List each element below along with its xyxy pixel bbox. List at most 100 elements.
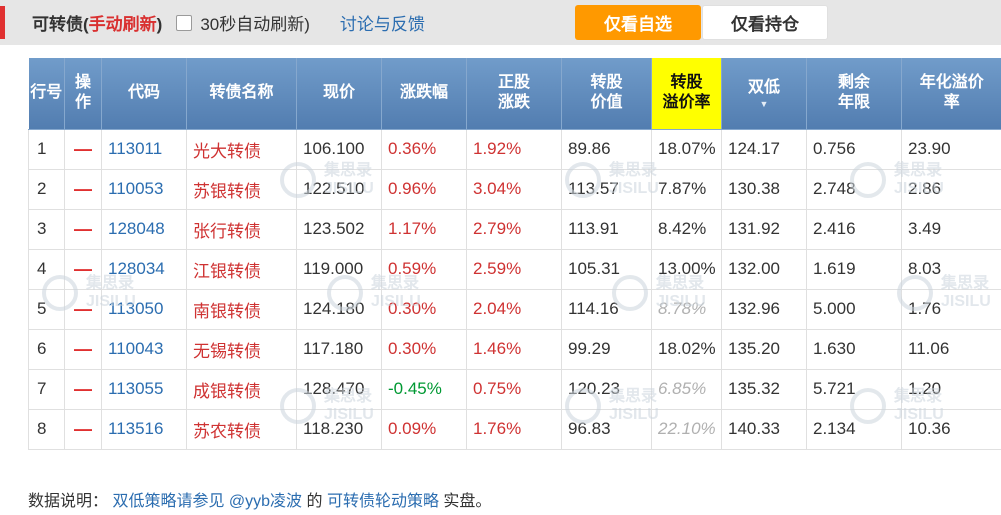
footer-link[interactable]: 双低策略请参见 [112,493,229,510]
bond-name-link[interactable]: 无锡转债 [186,328,297,370]
table-row: 3 — 128048 张行转债 123.502 1.17% 2.79% 113.… [28,208,1001,250]
bond-code-link[interactable]: 110043 [101,328,187,370]
auto-refresh-checkbox[interactable] [176,14,193,31]
remove-cell[interactable]: — [64,408,102,450]
annualized-premium: 23.90 [901,128,1001,170]
remove-cell[interactable]: — [64,288,102,330]
price-change: 1.17% [381,208,467,250]
remaining-years: 5.000 [806,288,902,330]
current-price: 119.000 [296,248,382,290]
header-remaining-years[interactable]: 剩余 年限 [806,58,902,130]
bond-code-link[interactable]: 110053 [101,168,187,210]
header-current-price[interactable]: 现价 [296,58,382,130]
header-row-no[interactable]: 行号 [28,58,65,130]
price-change: 0.36% [381,128,467,170]
header-annual-l1: 年化溢价 [919,74,984,92]
remove-icon[interactable]: — [74,178,92,199]
remove-cell[interactable]: — [64,328,102,370]
conversion-value: 96.83 [561,408,652,450]
footer-link[interactable]: @yyb凌波 [228,493,303,510]
bond-name-link[interactable]: 张行转债 [186,208,297,250]
annualized-premium: 8.03 [901,248,1001,290]
current-price: 123.502 [296,208,382,250]
premium-rate: 8.78% [651,288,722,330]
remove-icon[interactable]: — [74,218,92,239]
convertible-bond-table: 行号 操作 代码 转债名称 现价 涨跌幅 正股 涨跌 转股 价值 转股溢价率 双低 ▼… [28,58,1001,450]
bond-code-link[interactable]: 128048 [101,208,187,250]
view-filter-buttons: 仅看自选 仅看持仓 [575,5,828,40]
footer-link[interactable]: 可转债轮动策略 [326,493,439,510]
bond-name-link[interactable]: 江银转债 [186,248,297,290]
double-low-value: 135.20 [721,328,807,370]
stock-change: 1.76% [466,408,562,450]
annualized-premium: 10.36 [901,408,1001,450]
remove-icon[interactable]: — [74,418,92,439]
header-change-label: 涨跌幅 [399,84,448,102]
remove-icon[interactable]: — [74,338,92,359]
remove-icon[interactable]: — [74,258,92,279]
manual-refresh-link[interactable]: 手动刷新 [88,15,157,34]
bond-name-link[interactable]: 苏农转债 [186,408,297,450]
conversion-value: 89.86 [561,128,652,170]
price-change: 0.30% [381,328,467,370]
header-stock-change[interactable]: 正股 涨跌 [466,58,562,130]
header-double-low[interactable]: 双低 ▼ [721,58,807,130]
premium-rate: 6.85% [651,368,722,410]
remove-icon[interactable]: — [74,378,92,399]
row-number: 2 [28,168,65,210]
remove-cell[interactable]: — [64,208,102,250]
bond-name-link[interactable]: 南银转债 [186,288,297,330]
conversion-value: 113.91 [561,208,652,250]
bond-code-link[interactable]: 113011 [101,128,187,170]
header-annualized-premium[interactable]: 年化溢价率 [901,58,1001,130]
bond-name-link[interactable]: 苏银转债 [186,168,297,210]
remove-icon[interactable]: — [74,138,92,159]
annualized-premium: 2.86 [901,168,1001,210]
header-name-label: 转债名称 [209,84,274,102]
remove-cell[interactable]: — [64,168,102,210]
bond-code-link[interactable]: 113516 [101,408,187,450]
remove-cell[interactable]: — [64,128,102,170]
bond-code-link[interactable]: 113050 [101,288,187,330]
premium-rate: 18.07% [651,128,722,170]
header-code[interactable]: 代码 [101,58,187,130]
only-holdings-button[interactable]: 仅看持仓 [702,5,828,40]
double-low-value: 140.33 [721,408,807,450]
header-operation: 操作 [64,58,102,130]
conversion-value: 105.31 [561,248,652,290]
annualized-premium: 11.06 [901,328,1001,370]
header-premium-rate[interactable]: 转股 溢价率 [651,58,722,130]
footer-text: 数据说明： [28,493,113,510]
feedback-link[interactable]: 讨论与反馈 [339,15,425,34]
header-conv-value-l2: 价值 [590,94,623,112]
premium-rate: 22.10% [651,408,722,450]
header-stock-change-l1: 正股 [497,74,530,92]
bond-name-link[interactable]: 光大转债 [186,128,297,170]
conversion-value: 99.29 [561,328,652,370]
row-number: 6 [28,328,65,370]
price-change: 0.30% [381,288,467,330]
footer-text: 实盘。 [438,493,492,510]
remove-cell[interactable]: — [64,248,102,290]
annualized-premium: 1.76 [901,288,1001,330]
price-change: 0.96% [381,168,467,210]
header-bond-name[interactable]: 转债名称 [186,58,297,130]
row-number: 5 [28,288,65,330]
only-watchlist-button[interactable]: 仅看自选 [575,5,701,40]
header-price-change[interactable]: 涨跌幅 [381,58,467,130]
current-price: 124.180 [296,288,382,330]
remove-icon[interactable]: — [74,298,92,319]
table-row: 7 — 113055 成银转债 128.470 -0.45% 0.75% 120… [28,368,1001,410]
bond-code-link[interactable]: 128034 [101,248,187,290]
auto-refresh-label: 30秒自动刷新) [200,15,310,34]
topbar: 可转债(手动刷新) 30秒自动刷新) 讨论与反馈 仅看自选 仅看持仓 [0,0,1001,45]
remove-cell[interactable]: — [64,368,102,410]
bond-code-link[interactable]: 113055 [101,368,187,410]
header-premium-l1: 转股 [670,74,703,92]
bond-name-link[interactable]: 成银转债 [186,368,297,410]
table-row: 5 — 113050 南银转债 124.180 0.30% 2.04% 114.… [28,288,1001,330]
conversion-value: 120.23 [561,368,652,410]
header-premium-l2: 溢价率 [662,94,711,112]
header-conversion-value[interactable]: 转股 价值 [561,58,652,130]
header-years-l2: 年限 [837,94,870,112]
